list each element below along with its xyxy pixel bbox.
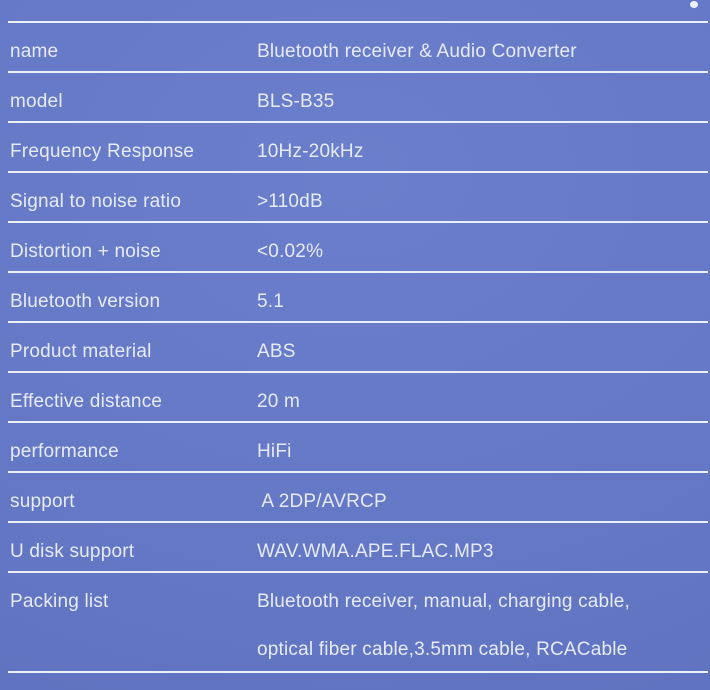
spec-value: 5.1	[257, 291, 285, 312]
spec-row-name: name Bluetooth receiver & Audio Converte…	[8, 23, 708, 73]
spec-row-packing-list: Packing list Bluetooth receiver, manual,…	[8, 573, 708, 673]
spec-row-product-material: Product material ABS	[8, 323, 708, 373]
spec-label: Distortion + noise	[10, 241, 161, 262]
spec-row-u-disk-support: U disk support WAV.WMA.APE.FLAC.MP3	[8, 523, 708, 573]
spec-value: HiFi	[257, 441, 292, 462]
spec-row-distortion-noise: Distortion + noise <0.02%	[8, 223, 708, 273]
spec-value-line-2: optical fiber cable,3.5mm cable, RCACabl…	[257, 639, 628, 660]
spec-row-frequency-response: Frequency Response 10Hz-20kHz	[8, 123, 708, 173]
spec-label: model	[10, 91, 63, 112]
spec-label: name	[10, 41, 59, 62]
spec-value: 10Hz-20kHz	[257, 141, 364, 162]
product-spec-table: name Bluetooth receiver & Audio Converte…	[8, 21, 708, 673]
spec-label: Effective distance	[10, 391, 163, 412]
spec-row-performance: performance HiFi	[8, 423, 708, 473]
spec-value-multiline: Bluetooth receiver, manual, charging cab…	[257, 573, 704, 674]
spec-value: >110dB	[257, 191, 323, 212]
spec-row-model: model BLS-B35	[8, 73, 708, 123]
spec-value: WAV.WMA.APE.FLAC.MP3	[257, 541, 494, 562]
spec-row-bluetooth-version: Bluetooth version 5.1	[8, 273, 708, 323]
spec-label: support	[10, 491, 75, 512]
spec-label: Product material	[10, 341, 152, 362]
spec-row-effective-distance: Effective distance 20 m	[8, 373, 708, 423]
spec-label: performance	[10, 441, 119, 462]
spec-value: ABS	[257, 341, 296, 362]
spec-label: U disk support	[10, 541, 135, 562]
spec-value: A 2DP/AVRCP	[257, 491, 387, 512]
spec-label: Packing list	[10, 591, 109, 612]
spec-value: <0.02%	[257, 241, 324, 262]
spec-value-line-1: Bluetooth receiver, manual, charging cab…	[257, 591, 630, 612]
spec-value: 20 m	[257, 391, 301, 412]
spec-value: Bluetooth receiver & Audio Converter	[257, 41, 577, 62]
spec-label: Frequency Response	[10, 141, 195, 162]
spec-value: BLS-B35	[257, 91, 335, 112]
spec-row-signal-to-noise: Signal to noise ratio >110dB	[8, 173, 708, 223]
spec-row-support: support A 2DP/AVRCP	[8, 473, 708, 523]
spec-label: Signal to noise ratio	[10, 191, 182, 212]
spec-label: Bluetooth version	[10, 291, 161, 312]
corner-dot-icon	[690, 1, 698, 8]
